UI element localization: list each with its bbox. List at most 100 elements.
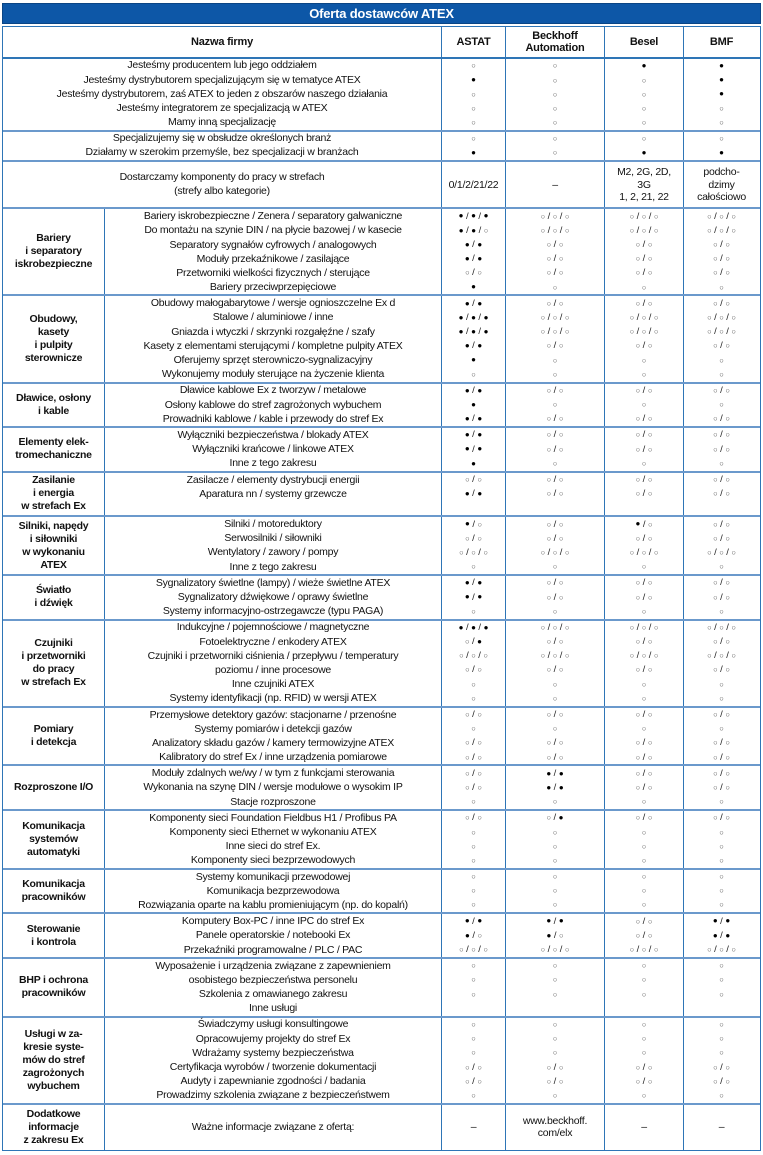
slash-separator: / (553, 812, 557, 824)
offer-row: Systemy pomiarów i detekcji gazów ○ ○ ○ ○ (104, 721, 760, 737)
offer-description-text: Indukcyjne / pojemnościowe / magnetyczne (176, 621, 370, 634)
vendor-value-cell: ○ (505, 456, 604, 471)
vendor-value-cell: ● / ● (683, 928, 759, 943)
vendor-value-cell: ○ / ○ (505, 266, 604, 281)
vendor-value-cell: ○ (441, 958, 505, 974)
open-circle-mark: ○ (713, 1076, 718, 1086)
vendor-value-cell: ○ (441, 59, 505, 74)
offer-description-text: Opracowujemy projekty do stref Ex (195, 1032, 351, 1045)
slash-separator: / (465, 210, 469, 222)
slash-separator: / (478, 210, 482, 222)
vendor-value-cell: ○ (505, 677, 604, 692)
vendor-value-cell: ○ / ○ (604, 428, 683, 443)
vendor-value-cell: ○ / ○ (441, 472, 505, 487)
vendor-value-cell: ○ (604, 367, 683, 382)
vendor-value-cell: ○ / ○ / ○ (683, 942, 759, 957)
open-circle-mark: ○ (647, 489, 653, 499)
offer-description-text: Ważne informacje związane z ofertą: (191, 1121, 355, 1133)
vendor-value-cell: ○ / ○ (604, 251, 683, 267)
slash-separator: / (472, 253, 475, 265)
open-circle-mark: ○ (552, 211, 558, 221)
vendor-value-cell: ○ (604, 825, 683, 840)
open-circle-mark: ○ (465, 475, 470, 485)
slash-separator: / (553, 518, 557, 530)
filled-circle-mark: ● (558, 916, 564, 926)
slash-separator: / (472, 413, 475, 425)
vendor-value-cell: ○ / ○ (441, 531, 505, 546)
vendor-value-cell: ● (604, 146, 683, 161)
filled-circle-mark: ● (558, 768, 564, 778)
slash-separator: / (726, 546, 729, 558)
slash-separator: / (472, 443, 475, 455)
open-circle-mark: ○ (471, 961, 476, 971)
slash-separator: / (720, 413, 723, 425)
vendor-value-cell: ○ / ○ (604, 411, 683, 427)
offer-row: Panele operatorskie / notebooki Ex ● / ○ ● / ○… (104, 928, 760, 943)
open-circle-mark: ○ (647, 430, 653, 440)
vendor-value-cell: ○ (683, 825, 759, 840)
slash-separator: / (720, 532, 723, 544)
slash-separator: / (648, 944, 652, 956)
offer-row: Prowadniki kablowe / kable i przewody do… (104, 411, 760, 427)
row-label: Jesteśmy dystrybutorem, zaś ATEX to jede… (56, 87, 388, 100)
offer-description: Gniazda i wtyczki / skrzynki rozgałęźne … (104, 324, 441, 339)
slash-separator: / (714, 546, 717, 558)
vendor-value-cell: ○ (683, 1017, 759, 1032)
slash-separator: / (642, 781, 646, 793)
open-circle-mark: ○ (647, 710, 653, 720)
open-circle-mark: ○ (564, 312, 570, 322)
vendor-value-cell: ○ (505, 397, 604, 412)
slash-separator: / (478, 311, 482, 323)
vendor-value-cell: ○ / ○ (505, 590, 604, 605)
open-circle-mark: ○ (629, 327, 635, 337)
offer-row: Czujniki i przetworniki ciśnienia / prze… (104, 648, 760, 664)
slash-separator: / (472, 384, 475, 396)
open-circle-mark: ○ (641, 961, 647, 971)
offer-description-text: Wyposażenie i urządzenia związane z zape… (155, 959, 391, 972)
filled-circle-mark: ● (471, 622, 476, 632)
open-circle-mark: ○ (552, 872, 558, 882)
vendor-value-cell: ○ (683, 101, 759, 116)
open-circle-mark: ○ (641, 562, 647, 572)
slash-separator: / (472, 767, 475, 779)
open-circle-mark: ○ (719, 211, 724, 221)
section-label: Elementy elek- tromechaniczne (15, 436, 92, 462)
open-circle-mark: ○ (641, 1034, 647, 1044)
category-section: Dławice, osłony i kable Dławice kablowe E… (3, 381, 760, 427)
offer-description: Bariery iskrobezpieczne / Zenera / separ… (104, 209, 441, 224)
vendor-value-cell: ○ (604, 115, 683, 130)
vendor-value-cell: ○ (683, 869, 759, 884)
vendor-value-cell: ○ / ○ / ○ (441, 648, 505, 664)
open-circle-mark: ○ (471, 89, 476, 99)
open-circle-mark: ○ (552, 606, 558, 616)
filled-circle-mark: ● (477, 592, 483, 602)
open-circle-mark: ○ (635, 738, 641, 748)
offer-description-text: Czujniki i przetworniki ciśnienia / prze… (147, 649, 399, 662)
open-circle-mark: ○ (552, 327, 558, 337)
vendor-value-cell: ○ (505, 1031, 604, 1046)
cell-text: – (470, 1121, 477, 1133)
section-label: Dodatkowe informacje z zakresu Ex (23, 1107, 84, 1146)
open-circle-mark: ○ (707, 547, 712, 557)
filled-circle-mark: ● (464, 239, 470, 249)
open-circle-mark: ○ (713, 592, 718, 602)
vendor-value-cell: ● / ● / ● (441, 209, 505, 224)
section-label: Rozproszone I/O (13, 781, 94, 794)
open-circle-mark: ○ (635, 1076, 641, 1086)
section-label: BHP i ochrona pracowników (19, 974, 88, 1000)
open-circle-mark: ○ (546, 1062, 552, 1072)
vendor-value-cell: ○ (683, 839, 759, 854)
open-circle-mark: ○ (546, 752, 552, 762)
offer-description: Sygnalizatory świetlne (lampy) / wieże ś… (104, 576, 441, 591)
filled-circle-mark: ● (477, 341, 483, 351)
intro-row: Jesteśmy producentem lub jego oddziałem ○… (3, 59, 760, 74)
open-circle-mark: ○ (641, 312, 647, 322)
vendor-value-cell: ○ / ○ (683, 663, 759, 678)
open-circle-mark: ○ (719, 355, 724, 365)
offer-description-text: Komponenty sieci Foundation Fieldbus H1 … (149, 811, 397, 824)
open-circle-mark: ○ (552, 724, 558, 734)
slash-separator: / (642, 413, 646, 425)
vendor-value-cell: ○ (441, 987, 505, 1002)
open-circle-mark: ○ (552, 797, 558, 807)
section-label: Zasilanie i energia w strefach Ex (21, 474, 86, 513)
